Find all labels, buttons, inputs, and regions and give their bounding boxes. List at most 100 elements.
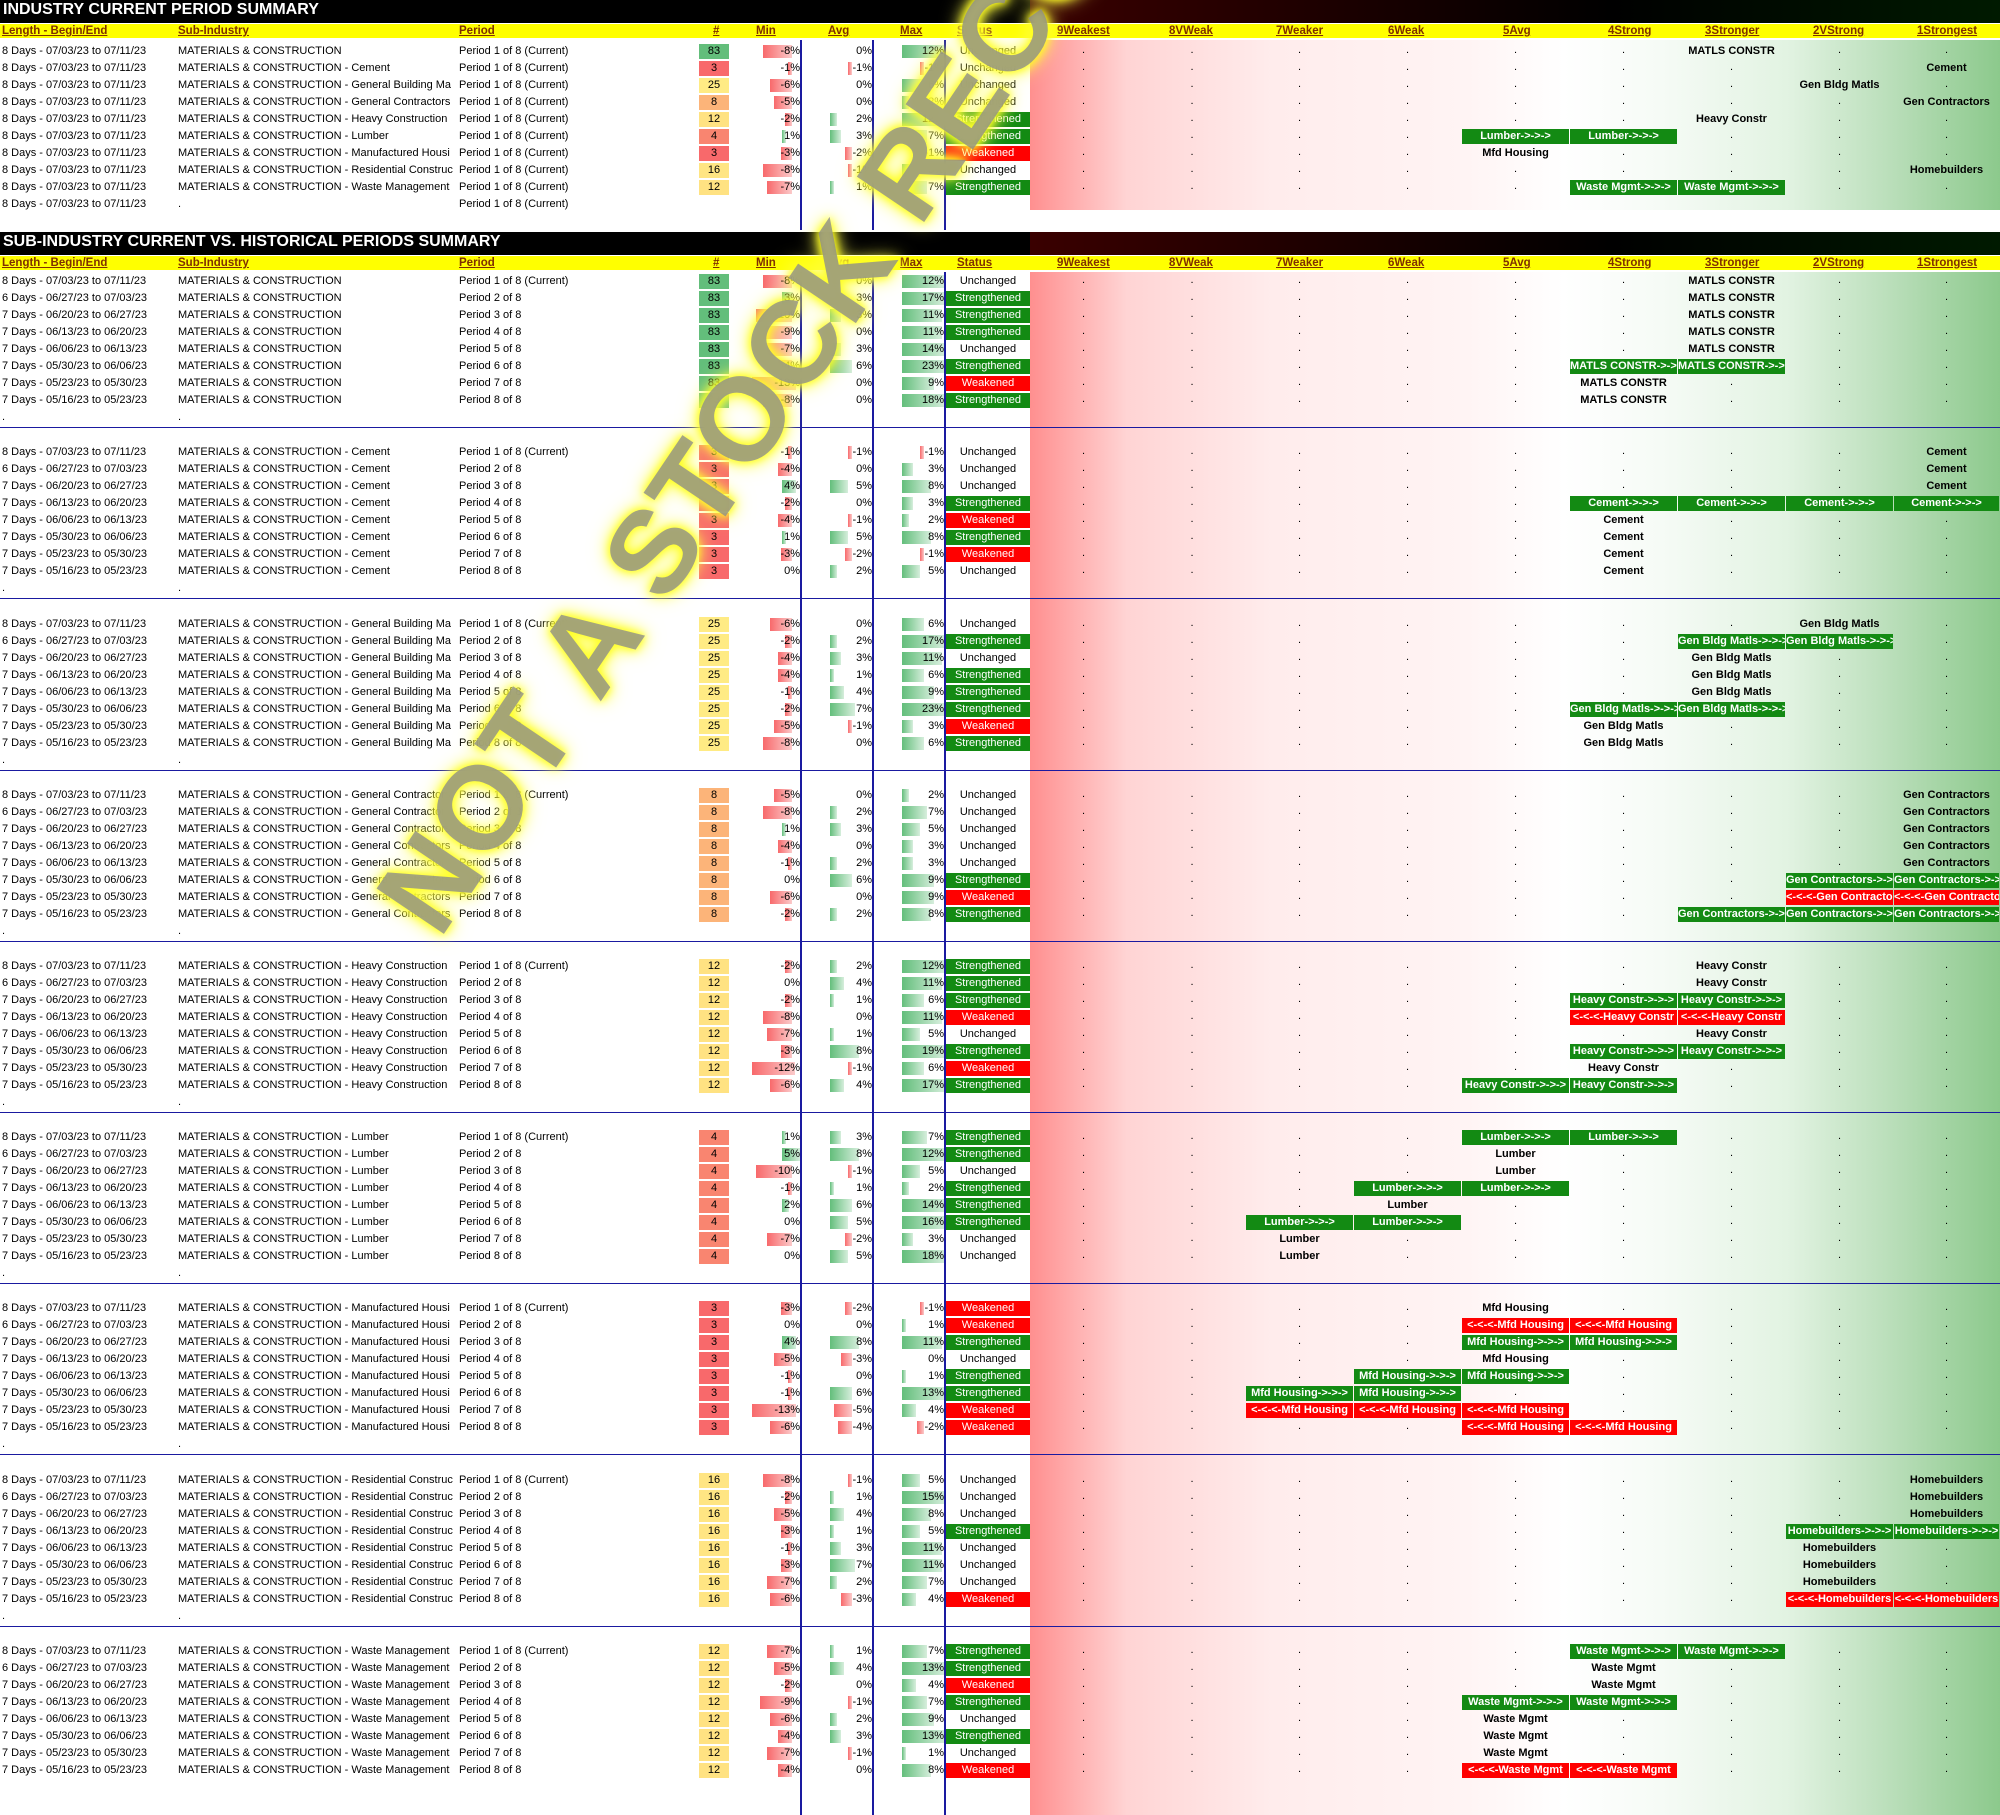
rank-placeholder: . — [1190, 1369, 1194, 1381]
sub-industry-cell: MATERIALS & CONSTRUCTION - Cement — [178, 463, 390, 475]
min-bar — [770, 1713, 792, 1726]
rank-placeholder: . — [1514, 993, 1518, 1005]
max-bar — [902, 1559, 942, 1572]
table-row: 7 Days - 05/30/23 to 06/06/23 MATERIALS &… — [0, 1385, 2000, 1402]
rank-placeholder: . — [1945, 112, 1949, 124]
min-bar — [784, 994, 792, 1007]
rank-placeholder: . — [1190, 1130, 1194, 1142]
status-cell: Weakened — [946, 1678, 1030, 1693]
min-value: -2% — [780, 113, 800, 125]
rank-placeholder: . — [1945, 146, 1949, 158]
rank-placeholder: . — [1406, 359, 1410, 371]
rank-placeholder: . — [1298, 634, 1302, 646]
rank-placeholder: . — [1838, 1678, 1842, 1690]
table-row: 7 Days - 05/23/23 to 05/30/23 MATERIALS &… — [0, 375, 2000, 392]
count-cell: 3 — [699, 513, 729, 528]
rank-placeholder: . — [1838, 1078, 1842, 1090]
max-value: 11% — [922, 977, 944, 989]
period-cell: Period 8 of 8 — [459, 1250, 522, 1262]
avg-value: -3% — [852, 1593, 872, 1605]
rank-label: <-<-<-Mfd Housing — [1462, 1318, 1569, 1333]
sub-industry-cell: MATERIALS & CONSTRUCTION - Heavy Constru… — [178, 1045, 448, 1057]
length-cell: 7 Days - 06/06/23 to 06/13/23 — [2, 514, 147, 526]
rank-placeholder: . — [1514, 856, 1518, 868]
rank-placeholder: . — [1406, 1763, 1410, 1775]
min-value: -1% — [780, 1387, 800, 1399]
avg-bar — [830, 1542, 841, 1555]
max-value: 8% — [928, 908, 944, 920]
sub-industry-cell: MATERIALS & CONSTRUCTION - General Build… — [178, 703, 452, 715]
avg-value: 1% — [856, 669, 872, 681]
status-cell: Strengthened — [946, 180, 1030, 195]
rank-placeholder: . — [1298, 78, 1302, 90]
rank-placeholder: . — [1838, 61, 1842, 73]
rank-placeholder: . — [1082, 1198, 1086, 1210]
sub-industry-cell: . — [178, 198, 182, 210]
length-cell: 6 Days - 06/27/23 to 07/03/23 — [2, 1319, 147, 1331]
count-cell: 12 — [699, 1078, 729, 1093]
max-value: 5% — [928, 823, 944, 835]
rank-label: Gen Contractors — [1903, 857, 1990, 869]
rank-placeholder: . — [1945, 1403, 1949, 1415]
period-cell: Period 2 of 8 — [459, 1148, 522, 1160]
length-cell: 8 Days - 07/03/23 to 07/11/23 — [2, 62, 147, 74]
sub-industry-cell: MATERIALS & CONSTRUCTION - General Contr… — [178, 891, 451, 903]
rank-placeholder: . — [1945, 1695, 1949, 1707]
status-cell: Unchanged — [959, 1508, 1017, 1520]
min-bar — [763, 164, 792, 177]
length-cell: 7 Days - 05/30/23 to 06/06/23 — [2, 531, 147, 543]
avg-bar — [830, 994, 834, 1007]
max-value: 7% — [928, 1576, 944, 1588]
sub-industry-cell: MATERIALS & CONSTRUCTION - Manufactured … — [178, 1404, 450, 1416]
rank-placeholder: . — [1082, 1420, 1086, 1432]
period-cell: Period 2 of 8 — [459, 806, 522, 818]
column-header: Min — [756, 257, 776, 269]
avg-bar — [830, 1199, 852, 1212]
status-cell: Unchanged — [959, 857, 1017, 869]
column-divider — [944, 40, 946, 230]
max-bar — [902, 737, 924, 750]
max-bar — [920, 446, 924, 459]
table-row: 6 Days - 06/27/23 to 07/03/23 MATERIALS &… — [0, 1660, 2000, 1677]
rank-placeholder: . — [1298, 890, 1302, 902]
rank-placeholder: . — [1082, 1524, 1086, 1536]
min-bar — [782, 130, 786, 143]
max-bar — [902, 96, 910, 109]
rank-label: <-<-<-Mfd Housing — [1354, 1403, 1461, 1418]
rank-placeholder: . — [1298, 1763, 1302, 1775]
rank-placeholder: . — [1730, 1592, 1734, 1604]
rank-placeholder: . — [1945, 393, 1949, 405]
rank-placeholder: . — [1406, 856, 1410, 868]
rank-label: Waste Mgmt — [1483, 1730, 1548, 1742]
rank-placeholder: . — [1622, 1352, 1626, 1364]
max-value: 5% — [928, 1028, 944, 1040]
rank-placeholder: . — [1406, 513, 1410, 525]
rank-placeholder: . — [1082, 163, 1086, 175]
min-value: -4% — [780, 669, 800, 681]
period-cell: Period 1 of 8 (Current) — [459, 1302, 569, 1314]
rank-placeholder: . — [1298, 617, 1302, 629]
rank-placeholder: . — [1082, 1473, 1086, 1485]
count-cell: 12 — [699, 959, 729, 974]
avg-bar — [848, 164, 852, 177]
min-bar — [788, 1370, 792, 1383]
max-value: 5% — [928, 1165, 944, 1177]
rank-placeholder: . — [1298, 959, 1302, 971]
rank-placeholder: . — [1730, 1181, 1734, 1193]
rank-placeholder: . — [1298, 1061, 1302, 1073]
rank-placeholder: . — [1730, 1575, 1734, 1587]
min-bar — [784, 703, 792, 716]
rank-placeholder: . — [1082, 1403, 1086, 1415]
length-cell: 8 Days - 07/03/23 to 07/11/23 — [2, 1645, 147, 1657]
min-value: -4% — [780, 1730, 800, 1742]
sub-industry-cell: MATERIALS & CONSTRUCTION — [178, 360, 342, 372]
rank-label: MATLS CONSTR — [1688, 309, 1775, 321]
rank-placeholder: . — [1838, 668, 1842, 680]
status-cell: Strengthened — [946, 1198, 1030, 1213]
sub-industry-cell: MATERIALS & CONSTRUCTION - Lumber — [178, 1233, 389, 1245]
avg-value: -1% — [852, 720, 872, 732]
rank-placeholder: . — [1406, 873, 1410, 885]
min-bar — [788, 857, 792, 870]
min-value: -6% — [780, 1079, 800, 1091]
rank-placeholder: . — [1298, 479, 1302, 491]
